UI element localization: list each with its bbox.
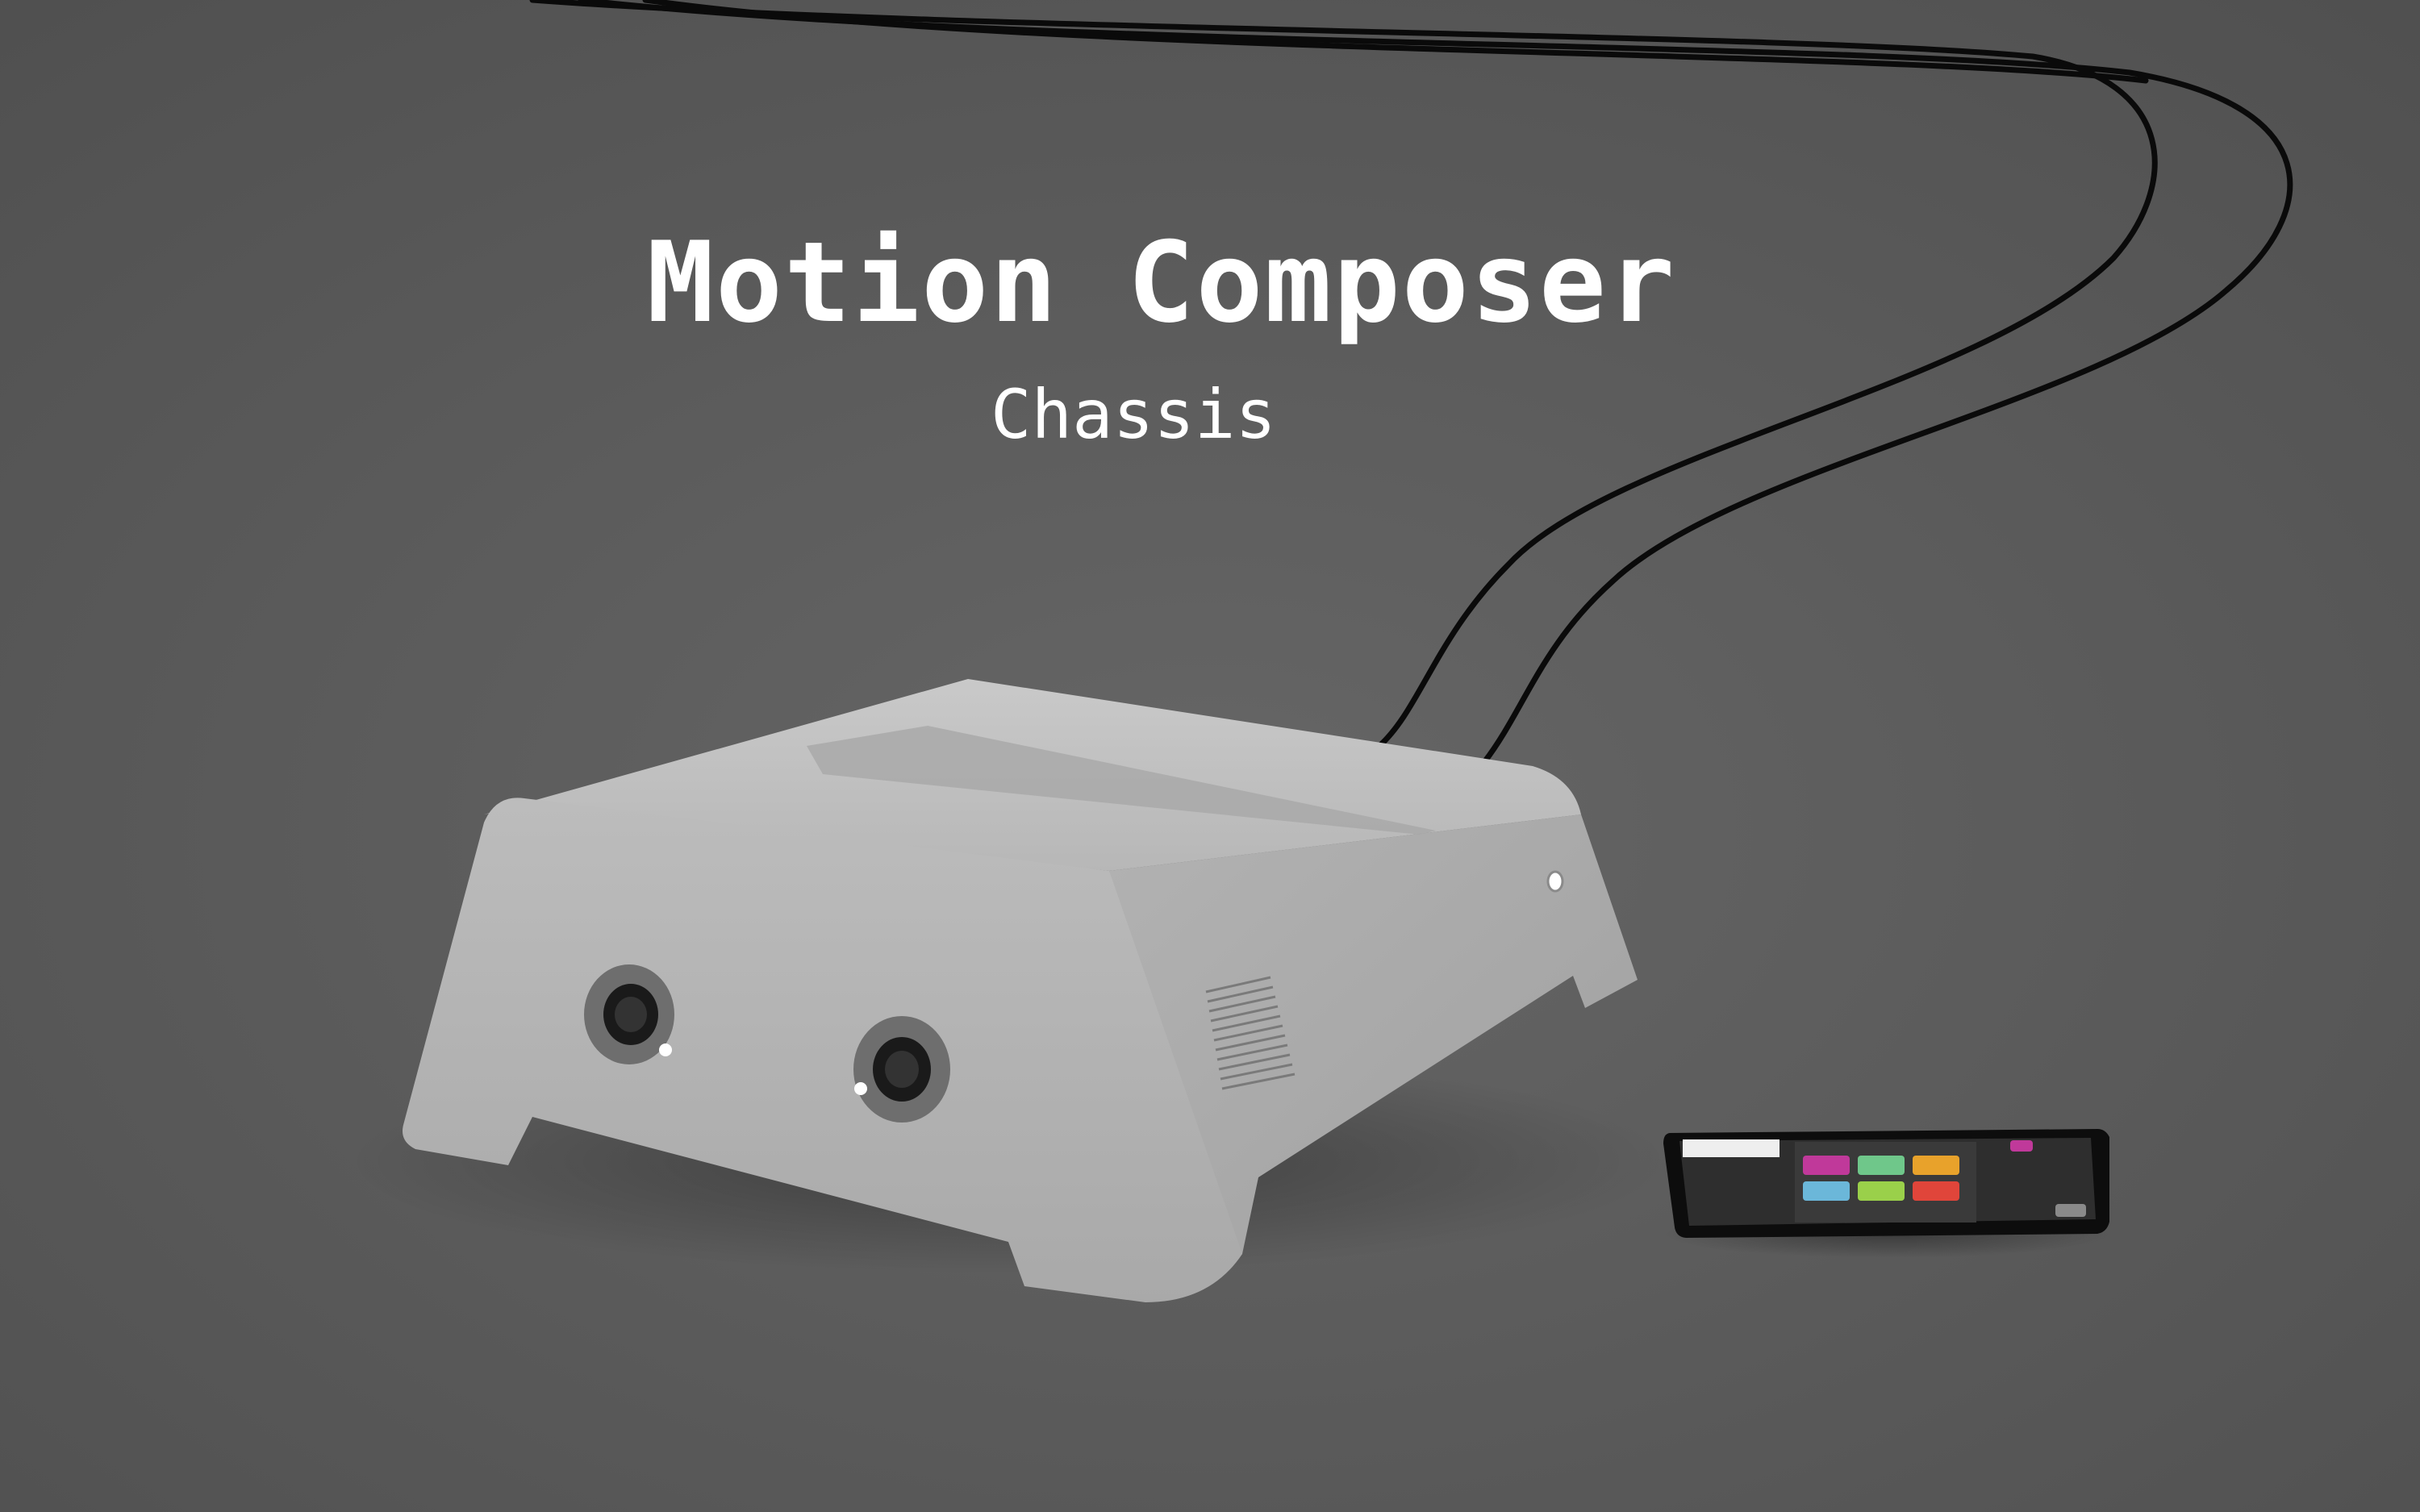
tablet-button — [2055, 1204, 2086, 1217]
tablet-tile — [1858, 1156, 1905, 1175]
connector-right — [853, 1016, 950, 1123]
indicator-led — [659, 1043, 672, 1056]
chassis — [403, 679, 1638, 1302]
page-title: Motion Composer — [646, 218, 1677, 348]
cable-bundle — [529, 0, 2293, 765]
top-slot — [807, 726, 1436, 835]
tablet-tile — [1803, 1156, 1850, 1175]
vent-grille — [1205, 976, 1296, 1090]
tablet — [1662, 1129, 2113, 1258]
tablet-logo-area — [1683, 1139, 1780, 1157]
tablet-tile — [1858, 1181, 1905, 1201]
indicator-led — [854, 1082, 867, 1095]
tablet-app-tiles — [1803, 1156, 1959, 1201]
page-subtitle: Chassis — [990, 375, 1276, 454]
tablet-tile — [1803, 1181, 1850, 1201]
side-led — [1546, 870, 1564, 893]
connector-left — [584, 964, 674, 1064]
tablet-tile — [1913, 1181, 1959, 1201]
tablet-tile — [1913, 1156, 1959, 1175]
tablet-badge — [2010, 1140, 2033, 1152]
